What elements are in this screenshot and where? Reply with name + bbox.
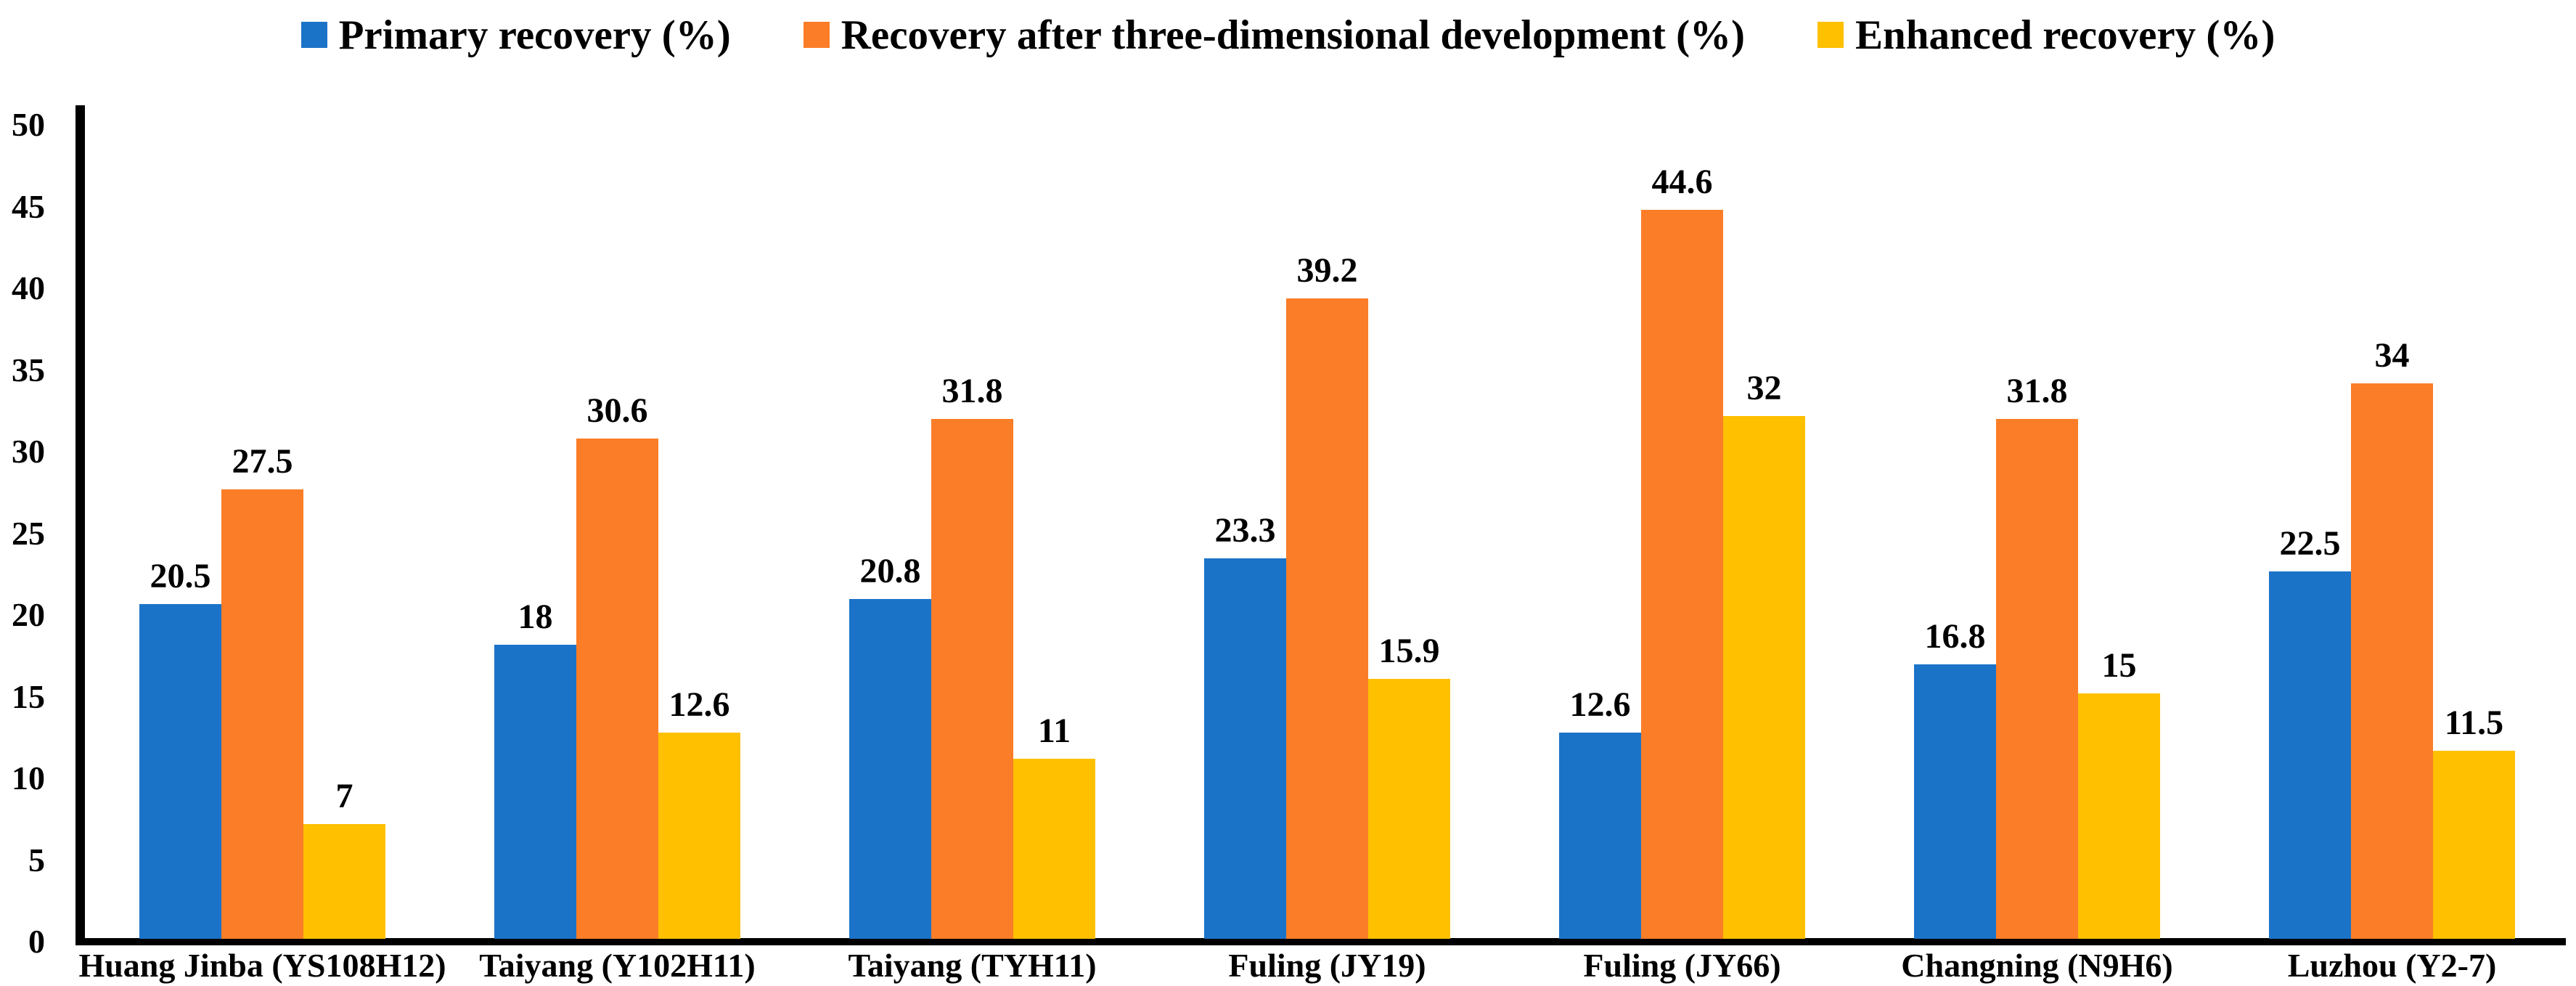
value-label: 7 [335, 777, 353, 815]
legend-label: Primary recovery (%) [338, 12, 731, 58]
value-label: 15 [2101, 646, 2137, 685]
plot-area: 20.5 27.5 7 Huang Jinba (YS108H12) 18 30.6 12.… [78, 122, 2569, 982]
value-label: 16.8 [1924, 617, 1986, 656]
value-label: 30.6 [586, 391, 648, 430]
bar-series-1: 31.8 [1996, 374, 2078, 939]
bar-series-1: 31.8 [931, 374, 1013, 939]
y-tick-label: 45 [12, 187, 45, 225]
bar-series-2: 11.5 [2433, 706, 2515, 939]
value-label: 11.5 [2444, 704, 2504, 742]
bar-series-1: 39.2 [1286, 253, 1368, 939]
y-tick-label: 10 [12, 759, 45, 796]
bar-group: 16.8 31.8 15 Changning (N9H6) [1860, 122, 2215, 982]
legend-swatch-icon [803, 22, 830, 48]
value-label: 44.6 [1651, 163, 1713, 201]
category-label: Luzhou (Y2-7) [2287, 947, 2497, 984]
value-label: 31.8 [2006, 372, 2068, 410]
value-label: 20.8 [859, 552, 921, 590]
bar-series-1: 34 [2351, 338, 2433, 939]
y-tick-label: 0 [28, 923, 45, 960]
bar-series-2: 32 [1723, 371, 1805, 939]
legend-swatch-icon [1817, 22, 1844, 48]
x-axis-line [75, 938, 2566, 945]
bar-series-1: 30.6 [576, 394, 658, 939]
value-label: 39.2 [1296, 251, 1358, 290]
legend-swatch-icon [300, 22, 327, 48]
legend-item-1: Recovery after three-dimensional develop… [803, 12, 1746, 58]
value-label: 20.5 [150, 557, 211, 595]
legend-label: Recovery after three-dimensional develop… [841, 12, 1746, 58]
value-label: 12.6 [668, 685, 730, 724]
bar-group: 12.6 44.6 32 Fuling (JY66) [1505, 122, 1860, 982]
value-label: 18 [518, 598, 553, 636]
bar-series-0: 22.5 [2269, 526, 2351, 939]
legend-item-2: Enhanced recovery (%) [1817, 15, 2275, 56]
value-label: 15.9 [1378, 632, 1440, 670]
bar-series-2: 11 [1013, 714, 1095, 939]
y-axis-tick-labels: 0 5 10 15 20 25 30 35 40 45 50 [0, 0, 45, 986]
bar-series-0: 16.8 [1914, 619, 1996, 939]
bar-group: 20.5 27.5 7 Huang Jinba (YS108H12) [78, 122, 446, 982]
bar-series-2: 15 [2078, 648, 2160, 939]
bar-series-0: 20.8 [849, 554, 931, 939]
bar-group: 23.3 39.2 15.9 Fuling (JY19) [1150, 122, 1505, 982]
value-label: 11 [1037, 712, 1071, 750]
category-label: Fuling (JY19) [1228, 947, 1426, 984]
y-tick-label: 5 [28, 841, 45, 879]
bar-series-1: 27.5 [221, 444, 303, 939]
value-label: 27.5 [232, 442, 293, 481]
bar-series-2: 7 [303, 779, 385, 939]
bar-group: 18 30.6 12.6 Taiyang (Y102H11) [440, 122, 795, 982]
value-label: 12.6 [1569, 685, 1631, 724]
category-label: Huang Jinba (YS108H12) [78, 947, 446, 984]
bar-series-2: 15.9 [1368, 634, 1450, 939]
category-label: Fuling (JY66) [1583, 947, 1781, 984]
y-tick-label: 40 [12, 269, 45, 306]
category-label: Taiyang (Y102H11) [479, 947, 756, 984]
value-label: 32 [1746, 369, 1782, 407]
bar-group: 20.8 31.8 11 Taiyang (TYH11) [795, 122, 1150, 982]
y-tick-label: 50 [12, 106, 45, 143]
chart-legend: Primary recovery (%) Recovery after three… [0, 4, 2576, 65]
y-tick-label: 30 [12, 433, 45, 470]
bar-series-0: 23.3 [1204, 513, 1286, 939]
bar-series-0: 18 [494, 600, 576, 939]
bar-group: 22.5 34 11.5 Luzhou (Y2-7) [2215, 122, 2569, 982]
y-tick-label: 25 [12, 514, 45, 552]
category-label: Changning (N9H6) [1901, 947, 2173, 984]
legend-label: Enhanced recovery (%) [1855, 12, 2276, 58]
y-axis-line [75, 105, 85, 945]
value-label: 31.8 [941, 372, 1003, 410]
bar-series-1: 44.6 [1641, 165, 1723, 939]
bar-series-0: 20.5 [139, 559, 221, 939]
category-label: Taiyang (TYH11) [848, 947, 1097, 984]
bar-series-0: 12.6 [1559, 688, 1641, 939]
y-tick-label: 15 [12, 677, 45, 715]
value-label: 34 [2374, 336, 2410, 375]
value-label: 22.5 [2279, 524, 2341, 563]
y-tick-label: 20 [12, 596, 45, 633]
value-label: 23.3 [1214, 511, 1276, 550]
legend-item-0: Primary recovery (%) [300, 12, 731, 58]
bar-series-2: 12.6 [658, 688, 740, 939]
y-tick-label: 35 [12, 351, 45, 388]
